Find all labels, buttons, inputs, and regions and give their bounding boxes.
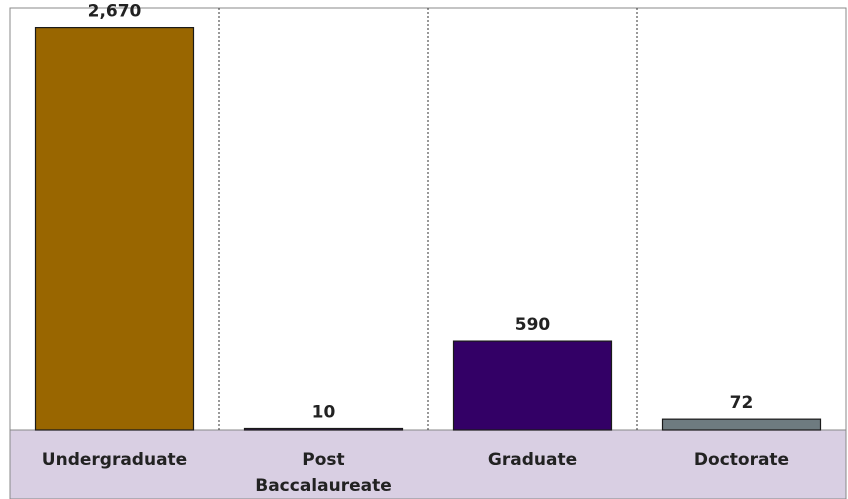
category-label-0: Undergraduate [42, 450, 187, 470]
bar-1 [243, 427, 404, 431]
value-label-2: 590 [515, 315, 551, 335]
value-label-1: 10 [312, 402, 336, 422]
category-band [9, 429, 847, 499]
bar-2 [452, 340, 613, 431]
category-labels: Undergraduate Post Baccalaureate Graduate Do… [42, 450, 789, 496]
bar-3 [661, 418, 822, 431]
value-label-3: 72 [730, 393, 754, 413]
bar-0 [34, 26, 195, 431]
value-labels: 2,670 10 590 72 [88, 2, 754, 423]
category-label-3: Doctorate [694, 450, 789, 470]
value-label-0: 2,670 [88, 2, 142, 22]
category-label-1: Post Baccalaureate [255, 450, 392, 496]
category-label-2: Graduate [488, 450, 577, 470]
bars [34, 26, 822, 431]
